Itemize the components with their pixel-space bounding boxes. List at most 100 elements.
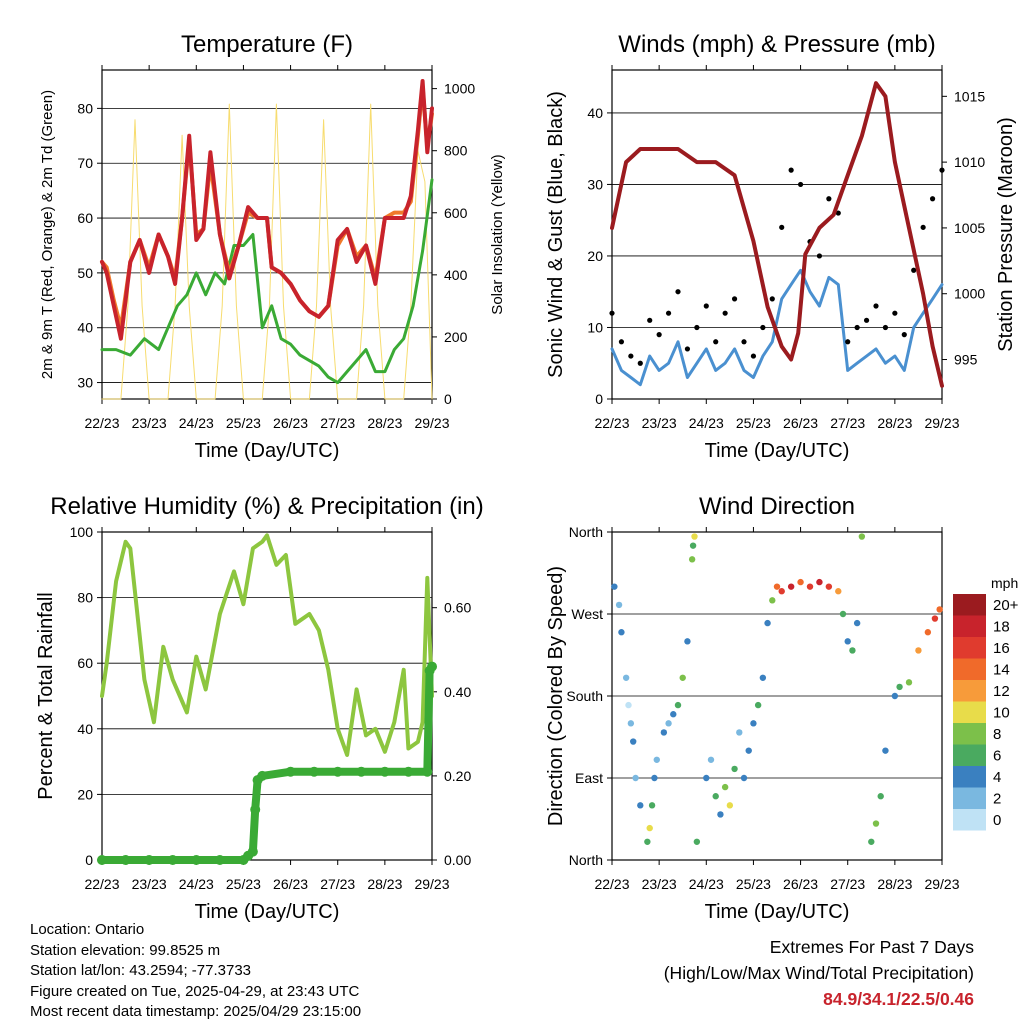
x-tick-label: 24/23 [179, 415, 214, 431]
direction-point [703, 774, 710, 782]
direction-point [618, 629, 625, 636]
x-tick-label: 25/23 [226, 876, 261, 892]
y-tick-label: 30 [587, 176, 603, 192]
direction-point [688, 556, 696, 563]
direction-point [736, 729, 743, 736]
y-tick-label: 40 [77, 320, 93, 336]
x-tick-label: 27/23 [830, 876, 865, 892]
gust-point [845, 339, 851, 345]
y-tick-label: 20 [587, 248, 603, 264]
y-axis-title: Percent & Total Rainfall [35, 592, 57, 800]
y2-tick-label: 0 [444, 391, 452, 407]
gust-point [675, 289, 681, 295]
direction-point [849, 647, 856, 654]
direction-point [754, 701, 762, 709]
direction-point [750, 720, 757, 727]
y-tick-label: 30 [77, 375, 93, 391]
direction-point [674, 701, 682, 709]
y2-tick-label: 1000 [954, 286, 985, 302]
humidity-precip-panel: Relative Humidity (%) & Precipitation (i… [35, 493, 484, 923]
direction-point [627, 720, 635, 727]
gust-point [901, 332, 907, 338]
colorbar-label: 8 [993, 726, 1001, 743]
direction-point [797, 578, 804, 586]
y-tick-label: 100 [70, 524, 94, 540]
y2-tick-label: 995 [954, 352, 978, 368]
y2-tick-label: 1015 [954, 88, 985, 104]
y-tick-label: North [569, 852, 603, 868]
colorbar-unit: mph [991, 575, 1018, 591]
y2-tick-label: 1005 [954, 220, 985, 236]
direction-point [868, 838, 875, 845]
direction-point [936, 606, 943, 613]
x-tick-label: 23/23 [132, 415, 167, 431]
gust-point [647, 317, 653, 323]
gust-point [703, 303, 709, 309]
gust-point [722, 310, 728, 316]
direction-point [844, 638, 851, 645]
colorbar-swatch [953, 658, 986, 680]
direction-point [872, 820, 880, 827]
colorbar-label: 2 [993, 791, 1001, 808]
gust-point [835, 210, 841, 216]
direction-point [660, 729, 668, 736]
direction-point [670, 711, 677, 718]
direction-point [712, 793, 719, 800]
y-tick-label: 0 [85, 852, 93, 868]
x-tick-label: 27/23 [320, 876, 355, 892]
gust-point [920, 224, 926, 230]
panel-title: Temperature (F) [181, 31, 353, 58]
extremes-values: 84.9/34.1/22.5/0.46 [823, 989, 974, 1009]
direction-point [931, 615, 939, 622]
x-tick-label: 23/23 [642, 876, 677, 892]
temp-2m-line [100, 79, 434, 341]
precipitation-point [285, 766, 296, 777]
direction-point [882, 747, 889, 754]
colorbar-label: 14 [993, 662, 1010, 679]
direction-point [611, 583, 618, 590]
x-tick-label: 24/23 [689, 876, 724, 892]
direction-point [924, 629, 932, 636]
dewpoint-line [100, 178, 434, 385]
direction-point [816, 578, 823, 586]
direction-point [726, 802, 734, 809]
temp-9m-line [100, 84, 434, 330]
direction-point [707, 756, 715, 763]
precipitation-point [332, 766, 343, 777]
y2-tick-label: 0.60 [444, 600, 471, 616]
direction-point [891, 692, 899, 700]
gust-point [929, 196, 936, 202]
direction-point [646, 824, 653, 832]
x-tick-label: 22/23 [594, 876, 629, 892]
station-info: Location: Ontario Station elevation: 99.… [30, 920, 361, 1023]
direction-point [773, 583, 781, 590]
x-tick-label: 28/23 [877, 876, 912, 892]
direction-point [759, 674, 767, 681]
y-tick-label: South [566, 688, 603, 704]
colorbar-swatch [953, 766, 986, 788]
x-tick-label: 29/23 [924, 415, 959, 431]
gust-point [637, 360, 643, 366]
direction-point [648, 802, 656, 809]
pressure-line [610, 81, 944, 388]
precipitation-line [98, 662, 436, 864]
gust-point [731, 296, 738, 302]
colorbar-swatch [953, 787, 986, 809]
y-tick-label: 10 [587, 319, 603, 335]
direction-point [905, 679, 913, 686]
precipitation-point [257, 770, 268, 781]
y2-tick-label: 600 [444, 205, 468, 221]
colorbar-label: 16 [993, 640, 1010, 657]
y2-tick-label: 0.00 [444, 852, 471, 868]
x-tick-label: 28/23 [877, 415, 912, 431]
x-tick-label: 26/23 [273, 415, 308, 431]
direction-point [853, 619, 861, 627]
precipitation-point [247, 846, 258, 857]
x-tick-label: 22/23 [84, 876, 119, 892]
gust-point [665, 310, 672, 316]
gust-point [873, 303, 879, 309]
winds-pressure-panel: Winds (mph) & Pressure (mb) 0 10 20 30 40 995 1… [545, 31, 1017, 462]
y2-tick-label: 1010 [954, 154, 985, 170]
y-tick-label: 40 [77, 721, 93, 737]
